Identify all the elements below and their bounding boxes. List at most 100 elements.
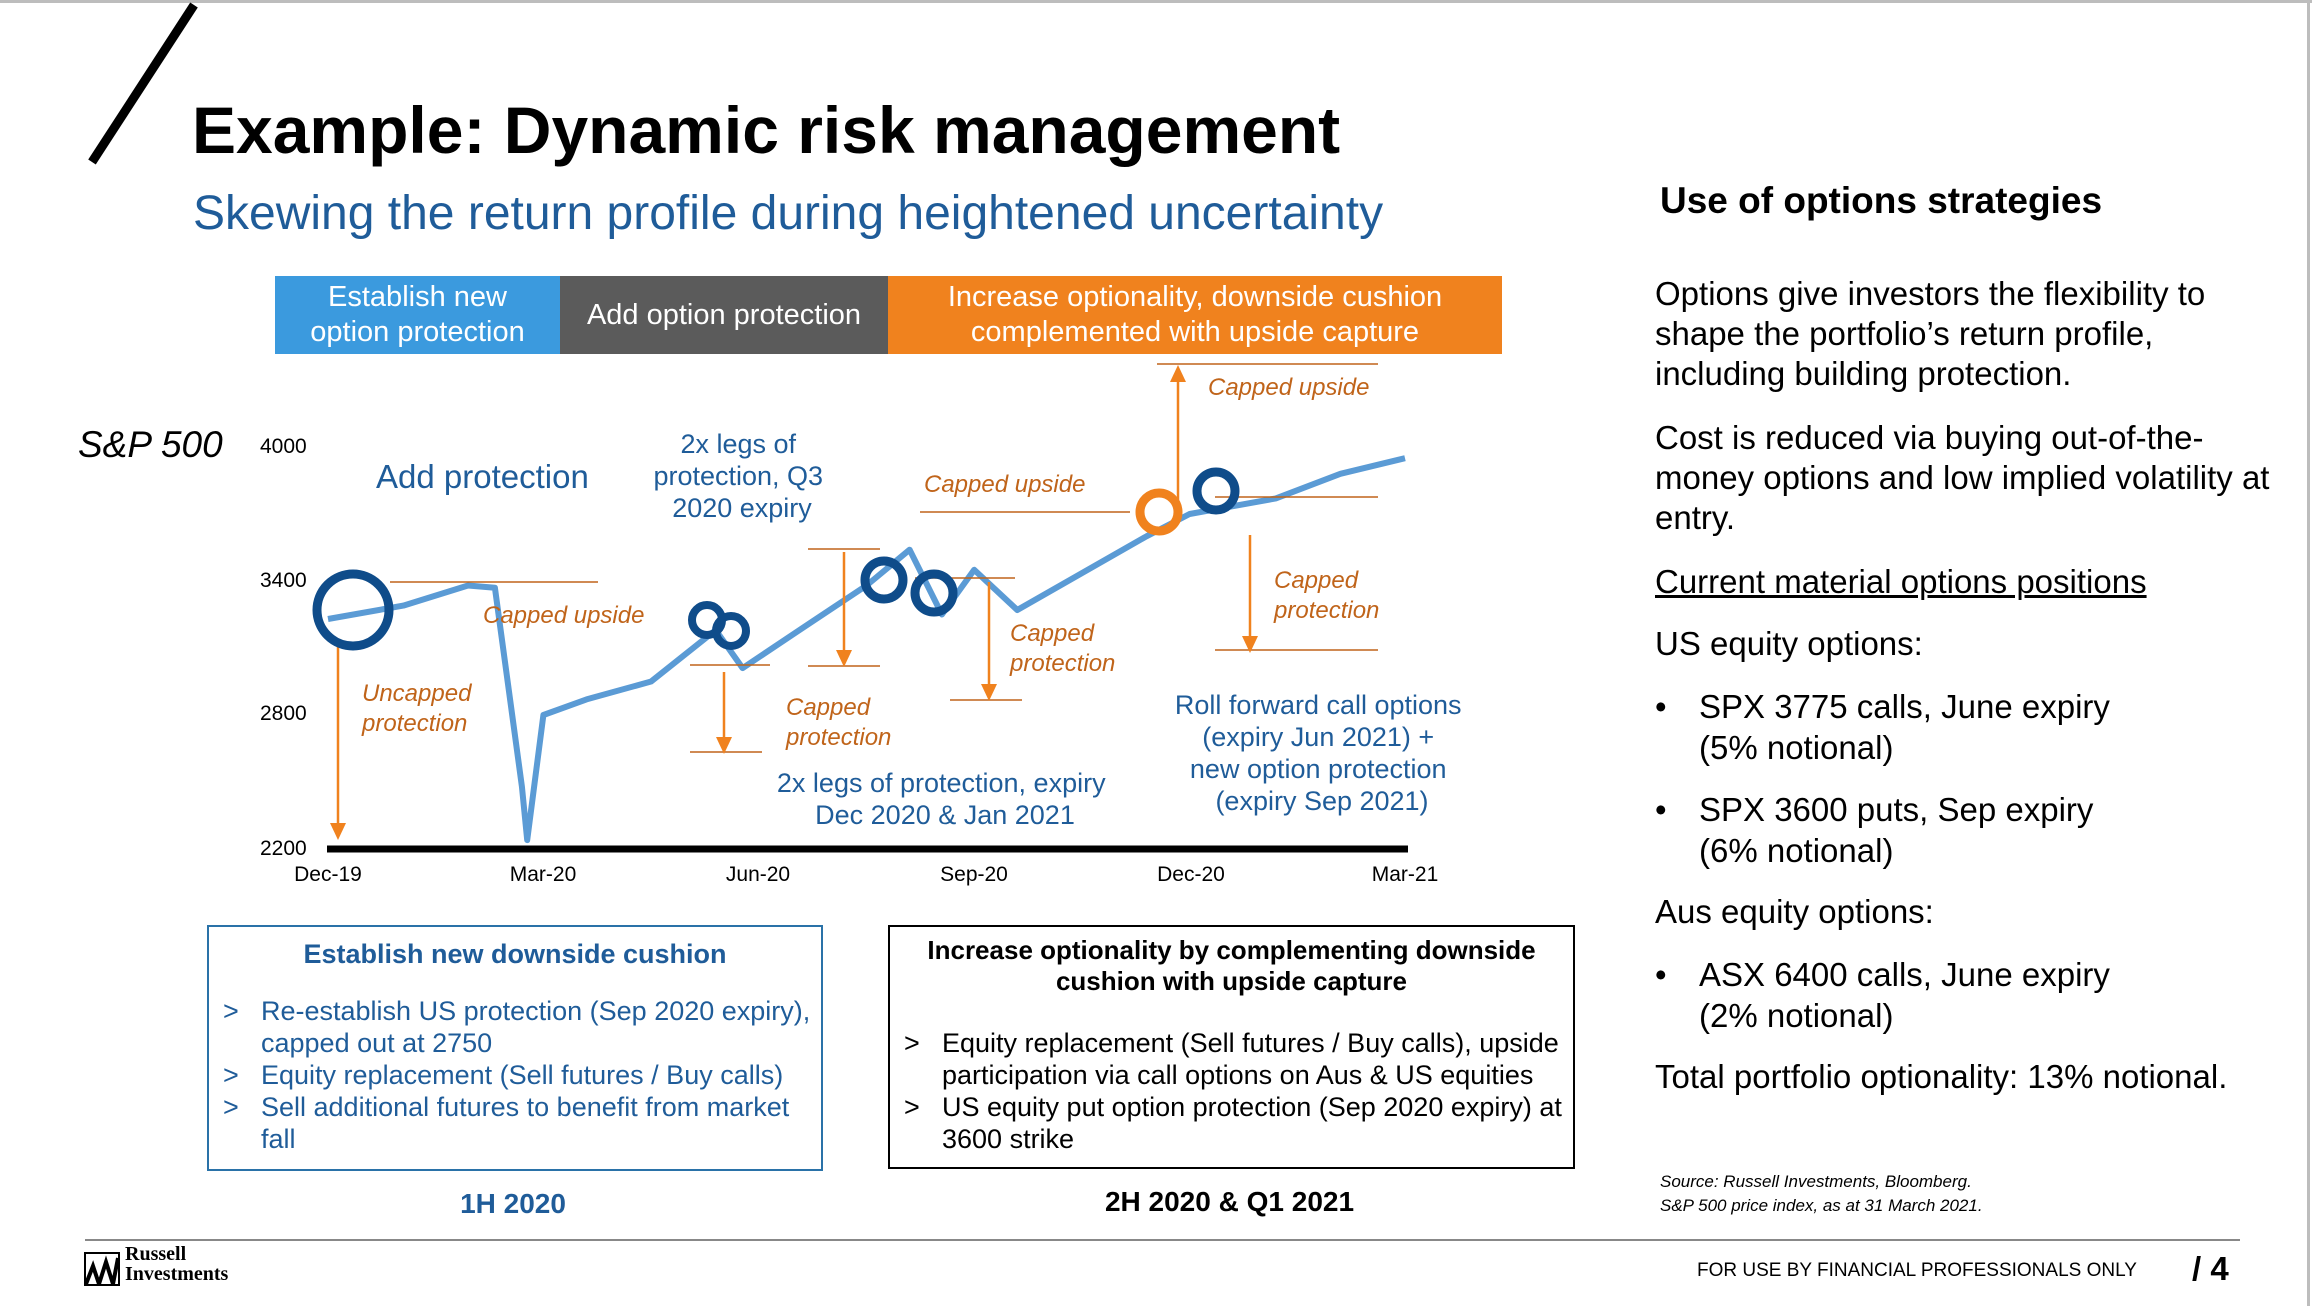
- box-list: > Equity replacement (Sell futures / Buy …: [890, 1027, 1573, 1155]
- slash-decoration: [88, 2, 198, 165]
- annotation-capped-protection: Capped protection: [1273, 567, 1379, 624]
- x-tick-label: Jun-20: [726, 863, 790, 886]
- bullet-marker: >: [223, 1060, 239, 1090]
- annotation-line: Capped: [786, 694, 871, 721]
- arrow-head: [836, 650, 852, 667]
- right-border: [2307, 0, 2310, 1306]
- top-border: [0, 0, 2312, 3]
- box-2h-2020: Increase optionality by complementing do…: [888, 925, 1575, 1169]
- y-tick-label: 4000: [260, 435, 307, 458]
- annotation-two-legs-dec: 2x legs of protection, expiry Dec 2020 &…: [777, 768, 1113, 830]
- list-item: > US equity put option protection (Sep 20…: [890, 1091, 1573, 1155]
- annotation-line: 2x legs of: [680, 429, 796, 459]
- x-tick-label: Dec-20: [1157, 863, 1225, 886]
- annotation-line: 2020 expiry: [672, 493, 812, 523]
- source-line: S&P 500 price index, as at 31 March 2021…: [1660, 1196, 1983, 1215]
- annotation-line: Uncapped: [362, 680, 472, 707]
- list-item: • SPX 3775 calls, June expiry (5% notion…: [1655, 686, 2275, 770]
- annotation-uncapped-protection: Uncapped protection: [361, 680, 478, 737]
- annotation-capped-protection: Capped protection: [785, 694, 891, 751]
- annotation-line: protection: [1273, 597, 1379, 624]
- annotation-add-protection: Add protection: [376, 458, 589, 495]
- list-item-text: ASX 6400 calls, June expiry (2% notional…: [1699, 956, 2110, 1034]
- x-tick-label: Mar-20: [510, 863, 577, 886]
- option-markers: [312, 467, 1240, 651]
- logo-mark-icon: [84, 1252, 120, 1286]
- annotation-roll-forward: Roll forward call options (expiry Jun 20…: [1175, 690, 1469, 816]
- list-item-text: SPX 3775 calls, June expiry (5% notional…: [1699, 688, 2110, 766]
- footer-divider: [85, 1239, 2240, 1241]
- box-title: Increase optionality by complementing do…: [927, 935, 1536, 996]
- list-item: > Sell additional futures to benefit from…: [209, 1091, 821, 1155]
- list-item-text: SPX 3600 puts, Sep expiry (6% notional): [1699, 791, 2094, 869]
- y-tick-label: 2800: [260, 702, 307, 725]
- annotation-line: Capped: [1274, 567, 1359, 594]
- x-tick-label: Mar-21: [1372, 863, 1439, 886]
- option-marker: [1192, 467, 1240, 515]
- phase-label: Establish new option protection: [310, 281, 525, 348]
- list-item-text: Sell additional futures to benefit from …: [261, 1092, 790, 1154]
- y-tick-label: 2200: [260, 837, 307, 860]
- annotation-capped-upside: Capped upside: [1208, 374, 1369, 401]
- annotation-line: protection: [1009, 650, 1115, 677]
- x-tick-label: Dec-19: [294, 863, 362, 886]
- arrow-head: [1242, 636, 1258, 653]
- arrow-head: [981, 684, 997, 701]
- list-item-text: Equity replacement (Sell futures / Buy c…: [261, 1060, 784, 1090]
- bullet-marker: >: [904, 1028, 920, 1058]
- arrows: [330, 365, 1258, 840]
- box-title: Establish new downside cushion: [303, 939, 727, 969]
- annotation-line: (expiry Sep 2021): [1215, 786, 1428, 816]
- option-marker: [712, 612, 750, 650]
- annotation-line: Capped: [1010, 620, 1095, 647]
- right-panel-para1: Options give investors the flexibility t…: [1655, 275, 2206, 392]
- option-marker: [1135, 488, 1183, 536]
- phase-label: Add option protection: [586, 298, 862, 331]
- logo-text: Russell Investments: [125, 1244, 228, 1284]
- annotation-line: protection: [785, 724, 891, 751]
- list-item-text: Re-establish US protection (Sep 2020 exp…: [261, 996, 811, 1058]
- slide-title: Example: Dynamic risk management: [192, 93, 1341, 167]
- list-item: > Equity replacement (Sell futures / Buy …: [209, 1059, 821, 1091]
- list-item: • SPX 3600 puts, Sep expiry (6% notional…: [1655, 789, 2275, 873]
- us-options-heading: US equity options:: [1655, 625, 1923, 662]
- annotation-line: (expiry Jun 2021) +: [1202, 722, 1434, 752]
- aus-options-heading: Aus equity options:: [1655, 893, 1934, 930]
- annotation-line: new option protection: [1190, 754, 1447, 784]
- bullet-marker: •: [1655, 688, 1667, 725]
- annotation-line: protection: [361, 710, 467, 737]
- logo-line: Russell: [125, 1243, 187, 1265]
- option-marker: [312, 569, 394, 651]
- positions-heading: Current material options positions: [1655, 563, 2147, 600]
- arrow-head: [1170, 365, 1186, 382]
- list-item: • ASX 6400 calls, June expiry (2% notion…: [1655, 954, 2275, 1038]
- list-item-text: Equity replacement (Sell futures / Buy c…: [942, 1028, 1559, 1090]
- bullet-marker: >: [223, 1092, 239, 1122]
- annotation-capped-protection: Capped protection: [1009, 620, 1115, 677]
- source-line: Source: Russell Investments, Bloomberg.: [1660, 1172, 1972, 1191]
- annotation-capped-upside: Capped upside: [924, 471, 1085, 498]
- phase-label: Increase optionality, downside cushion c…: [947, 281, 1443, 348]
- bullet-marker: •: [1655, 956, 1667, 993]
- footer-disclaimer: FOR USE BY FINANCIAL PROFESSIONALS ONLY: [1697, 1260, 2137, 1281]
- sp500-chart: 4000 3400 2800 2200 Dec-19 Mar-20 Jun-20…: [260, 363, 1469, 886]
- page-number: / 4: [2192, 1250, 2229, 1287]
- phase-bar-add: Add option protection: [560, 276, 888, 354]
- bullet-marker: >: [904, 1092, 920, 1122]
- list-item: > Re-establish US protection (Sep 2020 ex…: [209, 995, 821, 1059]
- list-item: > Equity replacement (Sell futures / Buy …: [890, 1027, 1573, 1091]
- box-1h-2020: Establish new downside cushion > Re-estab…: [207, 925, 823, 1171]
- phase-bar-increase: Increase optionality, downside cushion c…: [888, 276, 1502, 354]
- arrow-head: [716, 737, 732, 754]
- right-panel-heading: Use of options strategies: [1660, 180, 2103, 221]
- annotation-line: Roll forward call options: [1175, 690, 1462, 720]
- phase-bar-establish: Establish new option protection: [275, 276, 560, 354]
- period-label-1h: 1H 2020: [460, 1188, 566, 1219]
- annotation-capped-upside: Capped upside: [483, 602, 644, 629]
- sp500-label: S&P 500: [78, 424, 223, 465]
- russell-logo: Russell Investments: [84, 1244, 244, 1288]
- period-label-2h: 2H 2020 & Q1 2021: [1104, 1186, 1355, 1217]
- list-item-text: US equity put option protection (Sep 202…: [942, 1092, 1562, 1154]
- option-marker: [860, 556, 908, 604]
- right-panel-para2: Cost is reduced via buying out-of-the-mo…: [1655, 419, 2270, 536]
